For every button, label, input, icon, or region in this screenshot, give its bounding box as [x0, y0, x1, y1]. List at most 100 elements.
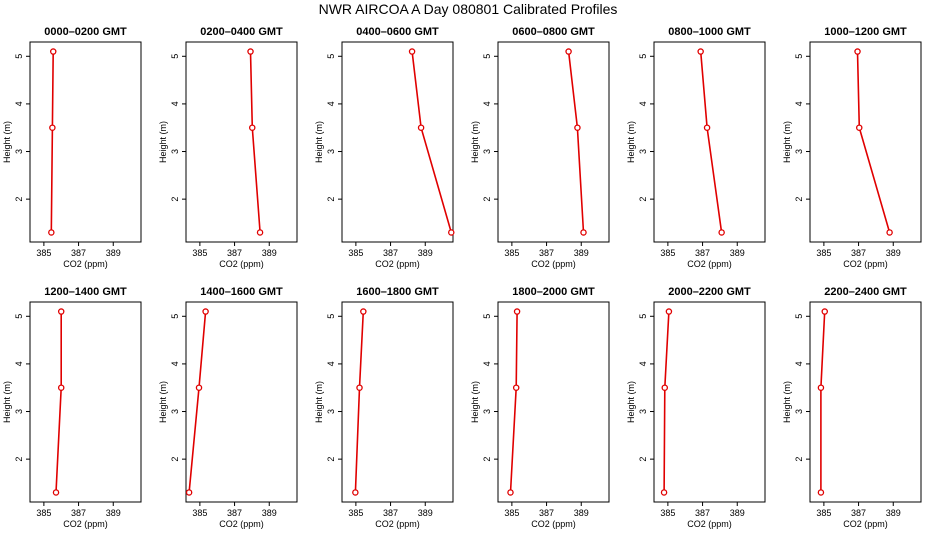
x-tick-label: 389	[418, 508, 433, 518]
x-tick-label: 389	[730, 248, 745, 258]
y-tick-label: 2	[638, 457, 648, 462]
plot-frame	[341, 301, 454, 503]
data-point	[48, 229, 55, 236]
data-point	[703, 124, 711, 131]
panel-title: 1000–1200 GMT	[824, 26, 907, 38]
plot-frame	[653, 301, 766, 503]
x-tick-label: 387	[383, 248, 398, 258]
y-tick-label: 5	[326, 314, 336, 319]
y-axis-label: Height (m)	[314, 121, 324, 163]
y-tick-label: 2	[794, 457, 804, 462]
data-point	[195, 384, 203, 391]
x-tick-label: 387	[539, 248, 554, 258]
data-point	[256, 229, 264, 236]
y-tick-label: 2	[794, 197, 804, 202]
y-tick-label: 2	[638, 197, 648, 202]
data-point	[49, 124, 56, 131]
panel-title: 1200–1400 GMT	[44, 286, 127, 298]
plot-frame	[497, 301, 610, 503]
y-tick-label: 4	[638, 361, 648, 366]
x-tick-label: 387	[227, 248, 242, 258]
plot-frame	[497, 41, 610, 243]
y-tick-label: 3	[170, 409, 180, 414]
x-tick-label: 387	[71, 248, 86, 258]
y-tick-label: 3	[170, 149, 180, 154]
data-point	[185, 489, 193, 496]
data-point	[886, 229, 893, 236]
series-line	[354, 311, 365, 493]
data-point	[247, 48, 254, 55]
x-tick-label: 387	[695, 508, 710, 518]
y-axis-label: Height (m)	[158, 381, 168, 423]
y-axis-label: Height (m)	[2, 121, 12, 163]
series-line	[663, 311, 670, 493]
y-tick-label: 2	[326, 457, 336, 462]
x-tick-label: 389	[886, 508, 901, 518]
y-axis-label: Height (m)	[470, 381, 480, 423]
y-tick-label: 4	[170, 361, 180, 366]
plot-frame	[809, 301, 922, 503]
plot-frame	[185, 41, 298, 243]
x-tick-label: 389	[106, 248, 121, 258]
y-tick-label: 3	[638, 149, 648, 154]
x-axis-label: CO2 (ppm)	[531, 259, 576, 269]
y-tick-label: 4	[14, 361, 24, 366]
data-point	[580, 229, 587, 236]
series-line	[509, 311, 518, 493]
x-axis-label: CO2 (ppm)	[843, 519, 888, 529]
y-tick-label: 3	[326, 149, 336, 154]
data-point	[513, 308, 521, 315]
y-tick-label: 2	[14, 457, 24, 462]
x-tick-label: 389	[106, 508, 121, 518]
x-tick-label: 385	[816, 508, 831, 518]
x-tick-label: 389	[574, 508, 589, 518]
series-line	[188, 311, 207, 493]
y-tick-label: 2	[482, 457, 492, 462]
y-tick-label: 5	[638, 314, 648, 319]
figure-title: NWR AIRCOA A Day 080801 Calibrated Profi…	[318, 1, 618, 17]
x-tick-label: 385	[348, 508, 363, 518]
x-axis-label: CO2 (ppm)	[219, 519, 264, 529]
y-tick-label: 2	[14, 197, 24, 202]
y-tick-label: 5	[482, 314, 492, 319]
plot-frame	[809, 41, 922, 243]
series-line	[411, 51, 453, 233]
y-tick-label: 3	[794, 149, 804, 154]
data-point	[817, 384, 825, 391]
data-point	[57, 384, 65, 391]
profile-panel: 0200–0400 GMT 385 387 389 2 3 4 5 CO2 (ppm) Heigh…	[158, 26, 298, 269]
data-point	[417, 124, 425, 131]
y-tick-label: 5	[326, 54, 336, 59]
y-tick-label: 4	[326, 101, 336, 106]
y-tick-label: 4	[482, 361, 492, 366]
y-tick-label: 5	[638, 54, 648, 59]
x-tick-label: 385	[192, 508, 207, 518]
y-tick-label: 3	[14, 409, 24, 414]
x-tick-label: 389	[262, 248, 277, 258]
data-point	[697, 48, 704, 55]
y-tick-label: 2	[326, 197, 336, 202]
x-tick-label: 389	[574, 248, 589, 258]
y-tick-label: 3	[14, 149, 24, 154]
x-axis-label: CO2 (ppm)	[843, 259, 888, 269]
series-line	[249, 51, 261, 233]
data-point	[356, 384, 363, 391]
data-point	[49, 48, 57, 55]
plot-frame	[341, 41, 454, 243]
plot-frame	[185, 301, 298, 503]
x-tick-label: 385	[504, 248, 519, 258]
x-tick-label: 385	[36, 248, 51, 258]
y-tick-label: 5	[794, 314, 804, 319]
data-point	[574, 124, 581, 131]
y-axis-label: Height (m)	[2, 381, 12, 423]
x-axis-label: CO2 (ppm)	[687, 259, 732, 269]
y-tick-label: 5	[482, 54, 492, 59]
x-axis-label: CO2 (ppm)	[375, 259, 420, 269]
panel-title: 0200–0400 GMT	[200, 26, 283, 38]
profile-panel: 1800–2000 GMT 385 387 389 2 3 4 5 CO2 (ppm) Heigh…	[470, 286, 610, 529]
x-tick-label: 387	[71, 508, 86, 518]
panel-title: 0400–0600 GMT	[356, 26, 439, 38]
series-line	[55, 311, 63, 493]
data-point	[249, 124, 256, 131]
